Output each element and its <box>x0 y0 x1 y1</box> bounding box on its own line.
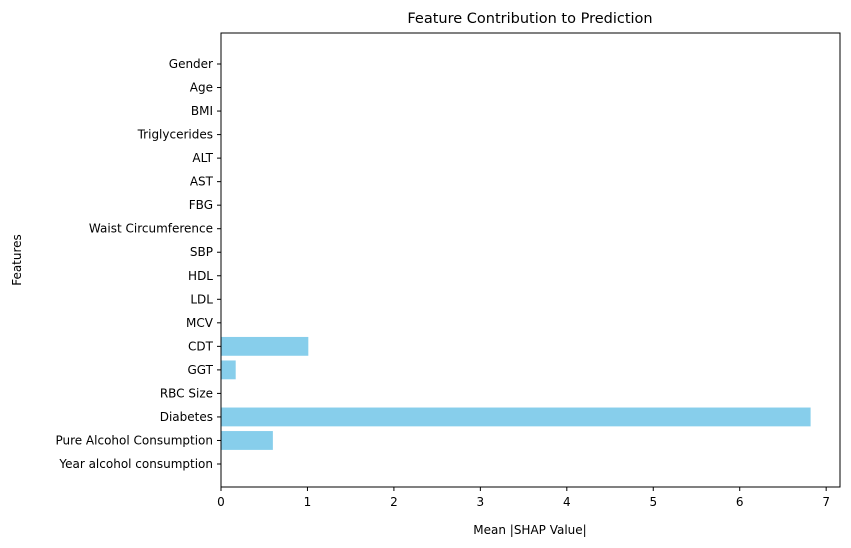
x-tick-label: 7 <box>822 495 830 509</box>
chart-title: Feature Contribution to Prediction <box>407 11 652 27</box>
y-tick-label: SBP <box>190 245 213 259</box>
x-tick-label: 2 <box>390 495 398 509</box>
bar-cdt <box>221 336 309 356</box>
y-tick-label: CDT <box>188 339 214 353</box>
y-axis-label: Features <box>10 234 24 286</box>
y-tick-label: Year alcohol consumption <box>58 457 213 471</box>
x-tick-label: 6 <box>736 495 744 509</box>
y-tick-label: Waist Circumference <box>89 222 213 236</box>
y-tick-label: Gender <box>169 57 213 71</box>
y-tick-label: MCV <box>186 316 214 330</box>
y-tick-label: HDL <box>188 269 213 283</box>
y-tick-label: GGT <box>188 363 214 377</box>
x-axis-ticks: 0 1 2 3 4 5 6 7 <box>217 487 830 509</box>
y-axis-ticks: Year alcohol consumption Pure Alcohol Con… <box>55 57 221 471</box>
x-tick-label: 0 <box>217 495 225 509</box>
plot-frame <box>220 32 841 488</box>
x-axis-label: Mean |SHAP Value| <box>473 523 586 537</box>
y-tick-label: AST <box>190 175 214 189</box>
x-tick-label: 4 <box>563 495 571 509</box>
bars-group <box>221 336 811 450</box>
bar-diabetes <box>221 407 811 427</box>
x-tick-label: 5 <box>649 495 657 509</box>
x-tick-label: 3 <box>477 495 485 509</box>
y-tick-label: BMI <box>191 104 213 118</box>
y-tick-label: LDL <box>190 292 213 306</box>
y-tick-label: ALT <box>192 151 213 165</box>
y-tick-label: Pure Alcohol Consumption <box>55 433 213 447</box>
y-tick-label: Diabetes <box>160 410 213 424</box>
bar-pure-alcohol-consumption <box>221 431 273 450</box>
bar-ggt <box>221 360 236 380</box>
y-tick-label: Triglycerides <box>137 128 213 142</box>
y-tick-label: Age <box>190 81 213 95</box>
y-tick-label: FBG <box>189 198 213 212</box>
x-tick-label: 1 <box>304 495 312 509</box>
y-tick-label: RBC Size <box>160 386 213 400</box>
